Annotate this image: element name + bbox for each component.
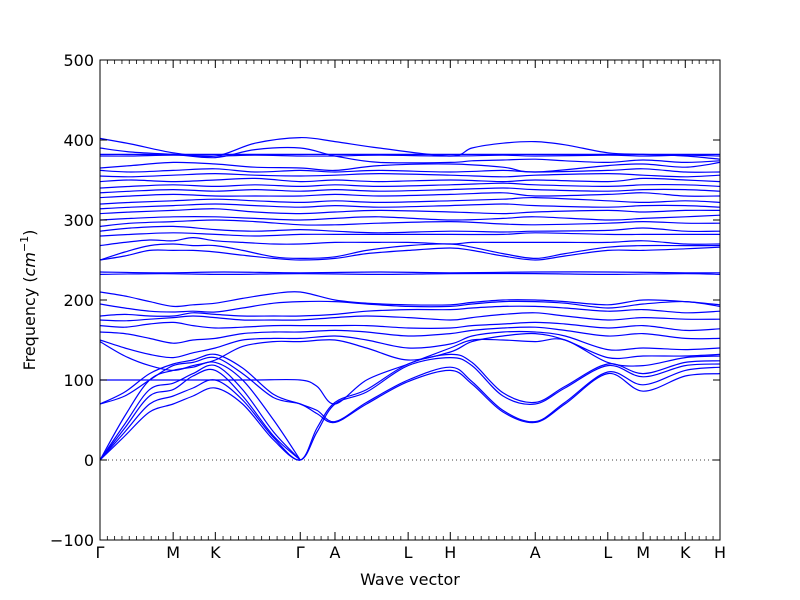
phonon-band-line bbox=[100, 300, 720, 313]
x-axis-label: Wave vector bbox=[360, 570, 460, 589]
phonon-band-line bbox=[100, 243, 720, 261]
phonon-band-line bbox=[100, 271, 720, 274]
x-tick-label: K bbox=[210, 543, 221, 562]
phonon-band-line bbox=[100, 177, 720, 183]
phonon-band-line bbox=[100, 312, 720, 322]
phonon-band-line bbox=[100, 168, 720, 173]
x-tick-label: K bbox=[680, 543, 691, 562]
y-tick-label: 400 bbox=[63, 131, 94, 150]
x-tick-label: H bbox=[714, 543, 726, 562]
phonon-band-line bbox=[100, 321, 720, 332]
phonon-band-line bbox=[100, 356, 720, 461]
y-axis-label: Frequency (cm−1) bbox=[18, 230, 39, 371]
phonon-band-line bbox=[100, 364, 301, 461]
y-axis-label-unit: cm bbox=[20, 252, 39, 276]
y-tick-label: −100 bbox=[50, 531, 94, 550]
phonon-band-line bbox=[100, 246, 720, 261]
x-tick-label: A bbox=[330, 543, 341, 562]
y-tick-label: 100 bbox=[63, 371, 94, 390]
phonon-band-line bbox=[100, 172, 720, 178]
phonon-band-line bbox=[100, 182, 720, 189]
x-tick-label: Γ bbox=[296, 543, 305, 562]
phonon-band-line bbox=[100, 353, 720, 461]
phonon-band-line bbox=[100, 187, 720, 194]
series-layer bbox=[100, 136, 720, 461]
y-tick-label: 200 bbox=[63, 291, 94, 310]
phonon-band-line bbox=[100, 208, 720, 215]
phonon-band-line bbox=[100, 332, 720, 372]
phonon-band-line bbox=[100, 192, 720, 199]
phonon-band-line bbox=[100, 214, 720, 221]
y-axis-label-exponent: −1 bbox=[18, 236, 31, 252]
y-tick-label: 0 bbox=[84, 451, 94, 470]
phonon-band-line bbox=[100, 361, 301, 461]
y-axis-label-close: ) bbox=[20, 230, 39, 236]
x-tick-label: Γ bbox=[96, 543, 105, 562]
phonon-band-line bbox=[100, 219, 720, 227]
phonon-band-line bbox=[100, 305, 720, 317]
x-tick-label: M bbox=[636, 543, 650, 562]
x-tick-label: M bbox=[166, 543, 180, 562]
x-tick-label: H bbox=[444, 543, 456, 562]
phonon-band-line bbox=[100, 161, 720, 173]
x-tick-label: L bbox=[404, 543, 413, 562]
plot-frame bbox=[99, 59, 721, 541]
phonon-band-line bbox=[100, 203, 720, 210]
phonon-band-line bbox=[100, 326, 720, 344]
y-ticks: −100 0 100 200 300 400 500 bbox=[50, 51, 720, 550]
y-tick-label: 500 bbox=[63, 51, 94, 70]
phonon-band-line bbox=[100, 146, 720, 164]
y-axis-label-text: Frequency ( bbox=[20, 276, 39, 370]
phonon-band-line bbox=[100, 272, 720, 276]
phonon-band-line bbox=[100, 232, 720, 237]
phonon-band-line bbox=[100, 368, 301, 461]
phonon-band-line bbox=[100, 236, 720, 247]
plot-background bbox=[100, 60, 720, 540]
x-tick-label: L bbox=[603, 543, 612, 562]
phonon-band-line bbox=[100, 136, 720, 160]
phonon-band-line bbox=[100, 356, 720, 424]
phonon-band-line bbox=[100, 225, 720, 234]
phonon-band-line bbox=[100, 291, 720, 308]
phonon-band-line bbox=[100, 353, 720, 423]
phonon-band-line bbox=[100, 196, 720, 205]
phonon-band-line bbox=[100, 330, 720, 359]
x-tick-label: A bbox=[530, 543, 541, 562]
phonon-band-line bbox=[100, 338, 720, 405]
y-tick-label: 300 bbox=[63, 211, 94, 230]
